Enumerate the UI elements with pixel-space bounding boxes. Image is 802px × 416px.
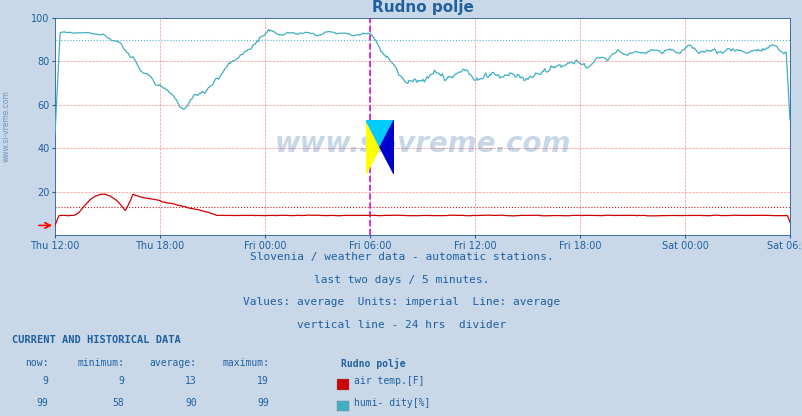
Text: Values: average  Units: imperial  Line: average: Values: average Units: imperial Line: av… bbox=[242, 297, 560, 307]
Text: now:: now: bbox=[25, 358, 48, 368]
Text: last two days / 5 minutes.: last two days / 5 minutes. bbox=[314, 275, 488, 285]
Text: Slovenia / weather data - automatic stations.: Slovenia / weather data - automatic stat… bbox=[249, 252, 553, 262]
Text: humi- dity[%]: humi- dity[%] bbox=[354, 398, 430, 408]
Text: 19: 19 bbox=[257, 376, 269, 386]
Text: maximum:: maximum: bbox=[221, 358, 269, 368]
Text: 99: 99 bbox=[36, 398, 48, 408]
Polygon shape bbox=[366, 120, 379, 174]
Text: 90: 90 bbox=[184, 398, 196, 408]
Text: 99: 99 bbox=[257, 398, 269, 408]
Text: www.si-vreme.com: www.si-vreme.com bbox=[2, 91, 11, 162]
Text: 9: 9 bbox=[43, 376, 48, 386]
Text: minimum:: minimum: bbox=[77, 358, 124, 368]
Polygon shape bbox=[366, 120, 394, 147]
Polygon shape bbox=[379, 120, 394, 174]
Text: Rudno polje: Rudno polje bbox=[341, 358, 405, 369]
Text: vertical line - 24 hrs  divider: vertical line - 24 hrs divider bbox=[297, 320, 505, 330]
Title: Rudno polje: Rudno polje bbox=[371, 0, 473, 15]
Text: air temp.[F]: air temp.[F] bbox=[354, 376, 424, 386]
Text: 58: 58 bbox=[112, 398, 124, 408]
Text: CURRENT AND HISTORICAL DATA: CURRENT AND HISTORICAL DATA bbox=[12, 335, 180, 345]
Text: 13: 13 bbox=[184, 376, 196, 386]
Text: average:: average: bbox=[149, 358, 196, 368]
Text: www.si-vreme.com: www.si-vreme.com bbox=[274, 130, 570, 158]
Text: 9: 9 bbox=[119, 376, 124, 386]
